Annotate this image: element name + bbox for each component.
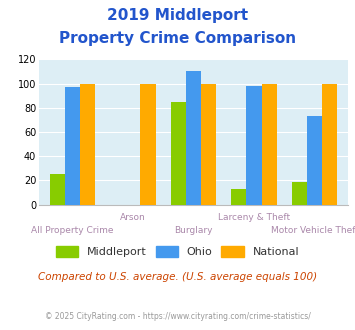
Text: Motor Vehicle Theft: Motor Vehicle Theft xyxy=(271,226,355,235)
Bar xyxy=(141,83,155,205)
Bar xyxy=(231,189,246,205)
Text: Burglary: Burglary xyxy=(174,226,213,235)
Text: 2019 Middleport: 2019 Middleport xyxy=(107,8,248,23)
Legend: Middleport, Ohio, National: Middleport, Ohio, National xyxy=(51,242,304,262)
Bar xyxy=(262,83,277,205)
Text: Compared to U.S. average. (U.S. average equals 100): Compared to U.S. average. (U.S. average … xyxy=(38,272,317,282)
Bar xyxy=(322,83,337,205)
Bar xyxy=(292,182,307,205)
Bar xyxy=(171,102,186,205)
Text: © 2025 CityRating.com - https://www.cityrating.com/crime-statistics/: © 2025 CityRating.com - https://www.city… xyxy=(45,312,310,321)
Bar xyxy=(201,83,216,205)
Bar xyxy=(307,116,322,205)
Bar xyxy=(186,72,201,205)
Bar xyxy=(65,87,80,205)
Text: All Property Crime: All Property Crime xyxy=(31,226,114,235)
Bar xyxy=(246,86,262,205)
Text: Larceny & Theft: Larceny & Theft xyxy=(218,213,290,222)
Bar xyxy=(50,174,65,205)
Text: Arson: Arson xyxy=(120,213,146,222)
Text: Property Crime Comparison: Property Crime Comparison xyxy=(59,31,296,46)
Bar xyxy=(80,83,95,205)
